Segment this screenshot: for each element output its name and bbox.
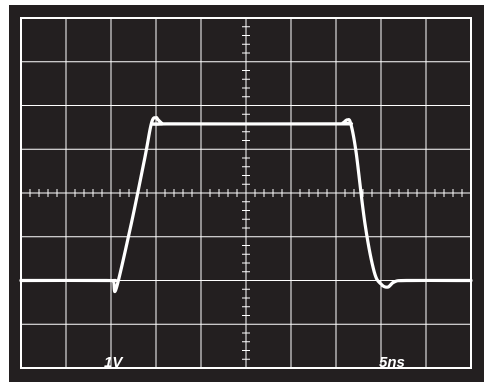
- graticule-frame: [20, 17, 472, 369]
- waveform-trace: [19, 116, 473, 294]
- graticule-grid: [20, 17, 472, 369]
- center-axis-ticks: [29, 26, 463, 360]
- horizontal-scale-label: 5ns: [379, 354, 405, 371]
- vertical-scale-label: 1V: [104, 354, 124, 371]
